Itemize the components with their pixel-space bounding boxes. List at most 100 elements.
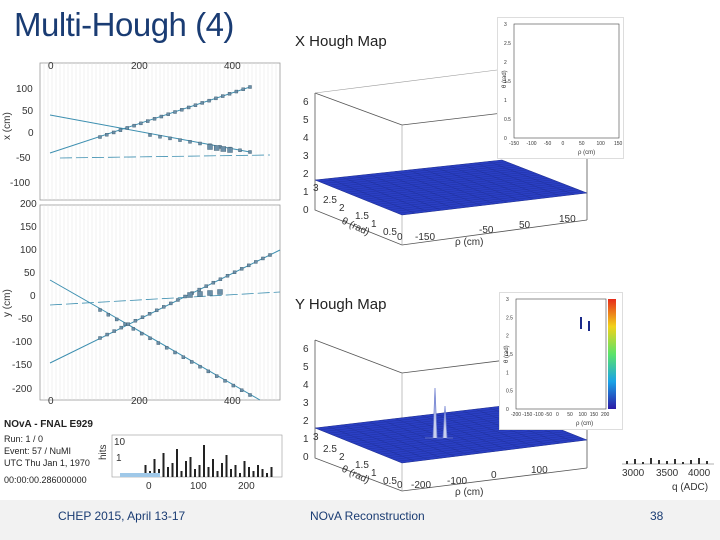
histogram-bar <box>153 459 156 477</box>
surface-mesh-line <box>323 409 511 432</box>
inset-x-tick: 150 <box>614 141 623 147</box>
hit <box>154 308 159 313</box>
hit-histogram-ylabel: hits <box>98 444 109 460</box>
run-info-event: Event: 57 / NuMI <box>4 446 71 456</box>
y-hough-box-front <box>314 340 588 492</box>
x-hough-theta-tick-3: 3 <box>313 183 319 194</box>
hit <box>239 388 244 392</box>
hit <box>220 146 227 152</box>
surface-mesh-line <box>341 169 528 191</box>
y-hough-theta-tick-2-5: 2.5 <box>323 444 337 455</box>
histogram-bar <box>243 461 246 477</box>
inset-x-tick: 150 <box>590 412 599 418</box>
x-hough-z-tick-0: 0 <box>303 205 309 216</box>
hit <box>98 135 102 139</box>
y-hough-z-tick-3: 3 <box>303 398 309 409</box>
hit <box>207 98 211 103</box>
slide-footer: CHEP 2015, April 13-17 NOvA Reconstructi… <box>0 500 720 540</box>
surface-mesh-line <box>362 178 549 200</box>
adc-bar <box>634 459 636 464</box>
side-y-tick-50: 50 <box>24 268 36 279</box>
x-hough-theta-tick-1-5: 1.5 <box>355 211 369 222</box>
histogram-bar <box>239 473 241 477</box>
hit <box>189 360 194 364</box>
y-hough-inset-xlabel: ρ (cm) <box>576 421 593 427</box>
surface-mesh-line <box>332 412 520 436</box>
adc-bar <box>658 460 660 464</box>
histogram-bar <box>207 467 210 477</box>
top-view-hits <box>98 85 252 154</box>
hit <box>164 346 169 350</box>
x-hough-box-edge-1 <box>314 92 403 126</box>
surface-mesh-line <box>367 179 554 202</box>
inset-x-tick: 50 <box>579 141 585 147</box>
footer-conference: CHEP 2015, April 13-17 <box>58 509 186 523</box>
inset-y-tick: 0 <box>506 407 509 413</box>
x-hough-theta-tick-0: 0 <box>397 232 403 243</box>
histogram-bar <box>234 465 237 477</box>
y-hough-theta-tick-3: 3 <box>313 432 319 443</box>
side-y-tick-m100: -100 <box>12 337 32 348</box>
x-hough-panel: X Hough Map 0 1 2 3 4 5 6 3 2.5 2 1.5 1 … <box>287 17 624 255</box>
histogram-bar <box>144 465 147 477</box>
histogram-bar <box>171 463 174 477</box>
hit <box>187 292 193 298</box>
side-y-tick-m50: -50 <box>18 314 33 325</box>
adc-x-tick-3500: 3500 <box>656 468 679 479</box>
hit <box>159 114 164 119</box>
run-info-utc: UTC Thu Jan 1, 1970 <box>4 458 90 468</box>
histogram-bar <box>230 469 232 477</box>
surface-mesh-line <box>328 164 515 186</box>
surface-mesh-line <box>397 438 583 462</box>
hit <box>123 322 127 326</box>
surface-mesh-line <box>349 173 537 195</box>
y-hough-rho-tick-100: 100 <box>531 465 548 476</box>
y-hough-inset-frame <box>515 298 607 410</box>
x-hough-theta-tick-2: 2 <box>339 203 345 214</box>
hit <box>234 89 239 94</box>
hit <box>207 290 213 296</box>
hit <box>156 341 161 345</box>
histogram-bar <box>221 463 223 477</box>
y-hough-rho-tick-m100: -100 <box>447 476 467 487</box>
side-view-planes <box>43 205 277 400</box>
side-y-tick-200: 200 <box>20 199 37 210</box>
hit <box>232 270 237 274</box>
adc-x-tick-4000: 4000 <box>688 468 711 479</box>
y-hough-theta-tick-1-5: 1.5 <box>355 460 369 471</box>
y-hough-z-tick-4: 4 <box>303 380 309 391</box>
surface-mesh-line <box>345 171 532 193</box>
inset-x-tick: 100 <box>579 412 588 418</box>
x-hough-rho-tick-50: 50 <box>519 220 531 231</box>
adc-bar <box>690 460 692 464</box>
hit-histogram-x-tick-0: 0 <box>146 481 152 492</box>
surface-mesh-line <box>371 181 558 203</box>
surface-mesh-line <box>319 407 507 430</box>
hit <box>204 284 208 288</box>
hit <box>221 94 225 98</box>
y-hough-box-edge-1 <box>314 339 403 374</box>
surface-mesh-line <box>367 426 554 450</box>
hit <box>198 141 202 146</box>
hit <box>247 263 251 268</box>
inset-y-tick: 1.5 <box>504 79 511 85</box>
top-view-ylabel: x (cm) <box>2 112 13 140</box>
surface-mesh-line <box>336 414 524 437</box>
adc-bar <box>666 461 668 464</box>
histogram-bar <box>270 467 273 477</box>
surface-mesh-line <box>384 186 571 209</box>
y-hough-rho-label: ρ (cm) <box>455 487 483 498</box>
histogram-bar <box>216 471 219 477</box>
inset-y-tick: 0.5 <box>504 117 511 123</box>
top-y-tick-0: 0 <box>28 128 34 139</box>
surface-mesh-line <box>380 431 566 455</box>
y-hough-inset-svg: θ (rad) -200 -150 -100 -50 0 50 100 150 200 3 2.5 2… <box>504 297 616 427</box>
surface-mesh-line <box>375 429 562 453</box>
hit-histogram-bars <box>120 445 273 477</box>
inset-x-tick: 0 <box>562 141 565 147</box>
y-hough-z-tick-0: 0 <box>303 452 309 463</box>
surface-mesh-line <box>380 184 566 207</box>
surface-mesh-line <box>332 166 520 188</box>
run-info-time: 00:00:00.286000000 <box>4 475 87 485</box>
inset-x-tick: 200 <box>601 412 610 418</box>
